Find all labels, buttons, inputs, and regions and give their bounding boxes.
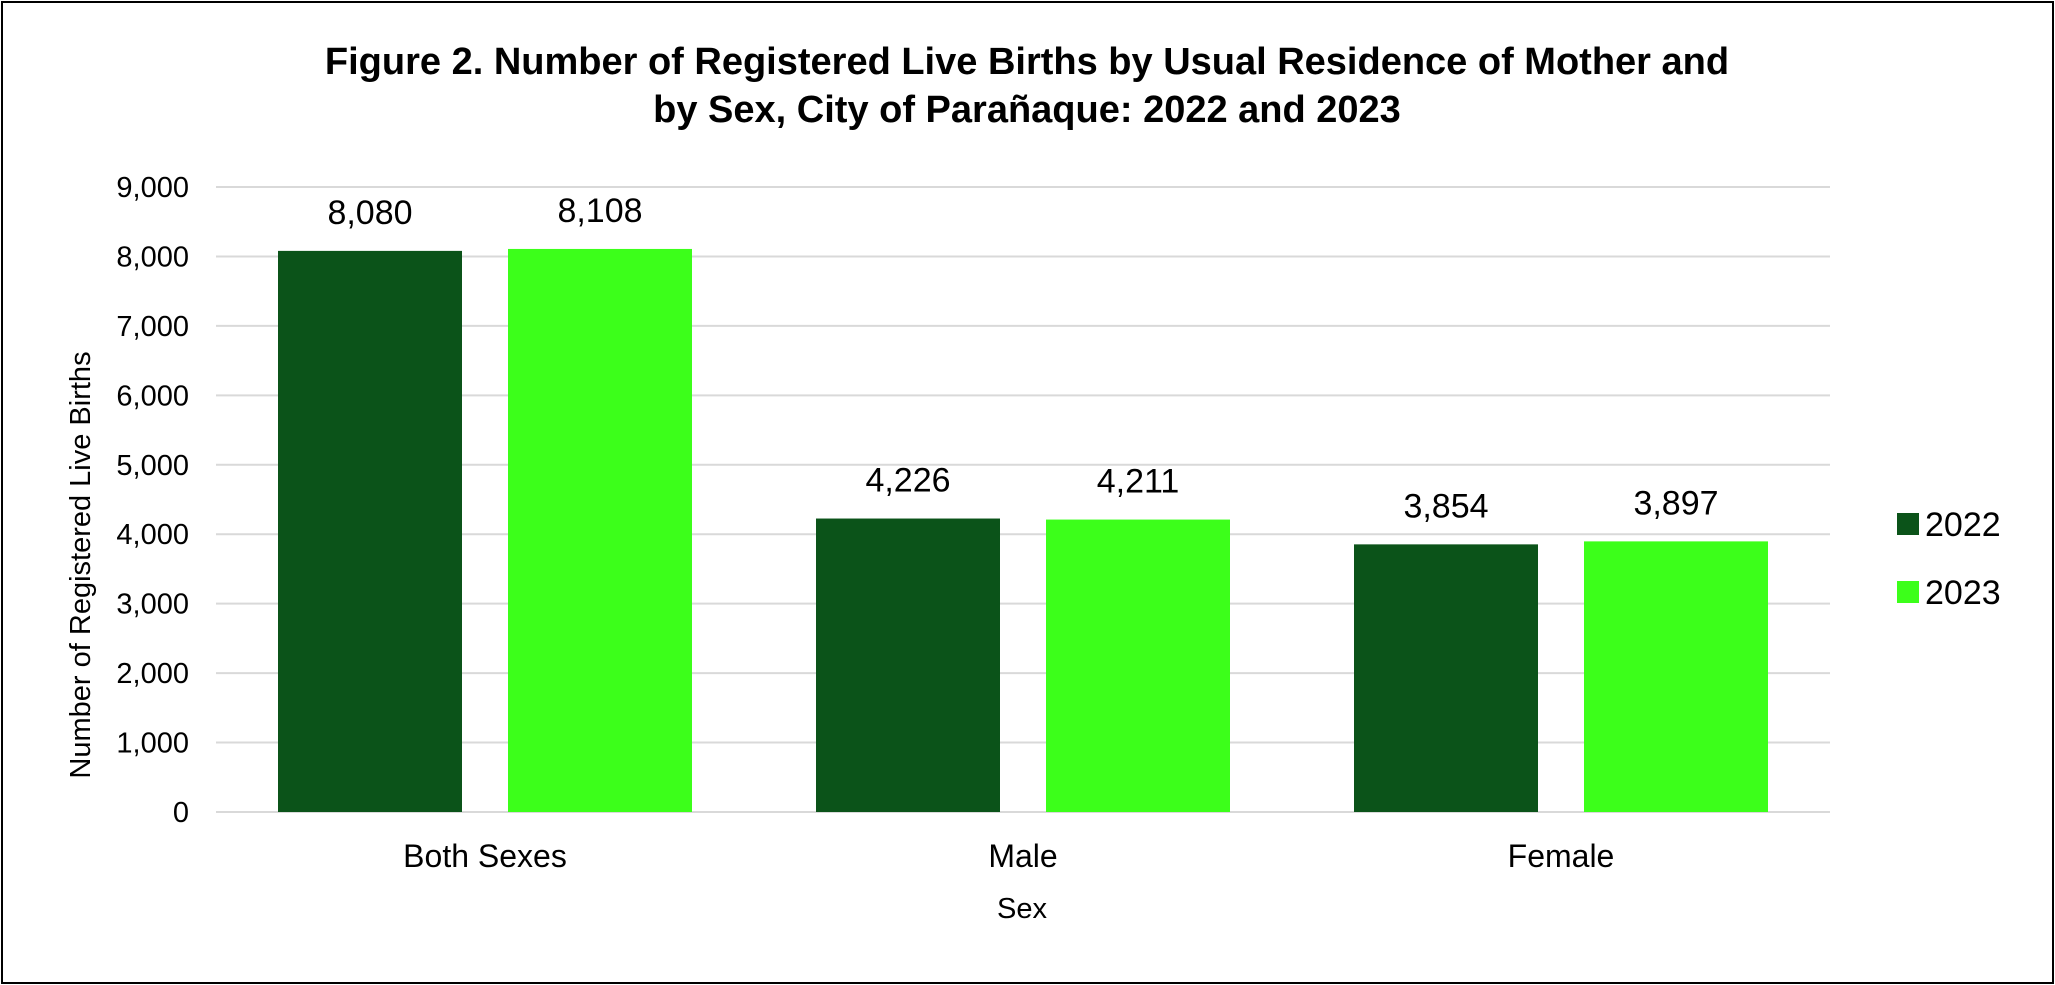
legend-swatch-2022 bbox=[1897, 513, 1919, 535]
y-tick-label: 7,000 bbox=[116, 311, 189, 343]
y-tick-label: 9,000 bbox=[116, 172, 189, 204]
y-tick-label: 5,000 bbox=[116, 450, 189, 482]
bar-2023-male bbox=[1046, 519, 1230, 812]
legend: 2022 2023 bbox=[1897, 506, 2001, 612]
y-tick-label: 8,000 bbox=[116, 241, 189, 273]
y-tick-label: 1,000 bbox=[116, 728, 189, 760]
y-tick-label: 4,000 bbox=[116, 519, 189, 551]
y-tick-label: 6,000 bbox=[116, 380, 189, 412]
data-label: 8,080 bbox=[327, 194, 412, 232]
gridlines bbox=[216, 186, 1830, 813]
y-tick-label: 0 bbox=[173, 797, 189, 829]
bar-2023-both-sexes bbox=[508, 248, 692, 812]
legend-label-2023: 2023 bbox=[1925, 574, 2001, 612]
x-category-label: Male bbox=[988, 838, 1057, 874]
y-tick-label: 2,000 bbox=[116, 658, 189, 690]
legend-label-2022: 2022 bbox=[1925, 506, 2001, 544]
data-label: 8,108 bbox=[557, 192, 642, 230]
data-label: 3,854 bbox=[1403, 487, 1488, 525]
x-axis-categories: Both Sexes Male Female bbox=[403, 838, 1614, 874]
legend-swatch-2023 bbox=[1897, 581, 1919, 603]
bar-2023-female bbox=[1584, 541, 1768, 812]
data-labels: 8,080 8,108 4,226 4,211 3,854 3,897 bbox=[327, 192, 1718, 525]
x-category-label: Both Sexes bbox=[403, 838, 567, 874]
bar-2022-female bbox=[1354, 544, 1538, 812]
y-axis-ticks: 0 1,000 2,000 3,000 4,000 5,000 6,000 7,000 8,00… bbox=[116, 172, 189, 829]
chart-title-line-1: Figure 2. Number of Registered Live Birt… bbox=[325, 41, 1729, 83]
x-axis-title: Sex bbox=[997, 893, 1047, 925]
x-category-label: Female bbox=[1508, 838, 1615, 874]
data-label: 3,897 bbox=[1633, 484, 1718, 522]
bars bbox=[278, 248, 1768, 812]
bar-2022-both-sexes bbox=[278, 250, 462, 812]
data-label: 4,211 bbox=[1097, 463, 1180, 501]
y-axis-title: Number of Registered Live Births bbox=[65, 351, 97, 778]
chart-title: Figure 2. Number of Registered Live Birt… bbox=[325, 41, 1729, 131]
bar-2022-male bbox=[816, 518, 1000, 812]
y-tick-label: 3,000 bbox=[116, 589, 189, 621]
data-label: 4,226 bbox=[865, 462, 950, 500]
chart-title-line-2: by Sex, City of Parañaque: 2022 and 2023 bbox=[653, 89, 1401, 131]
